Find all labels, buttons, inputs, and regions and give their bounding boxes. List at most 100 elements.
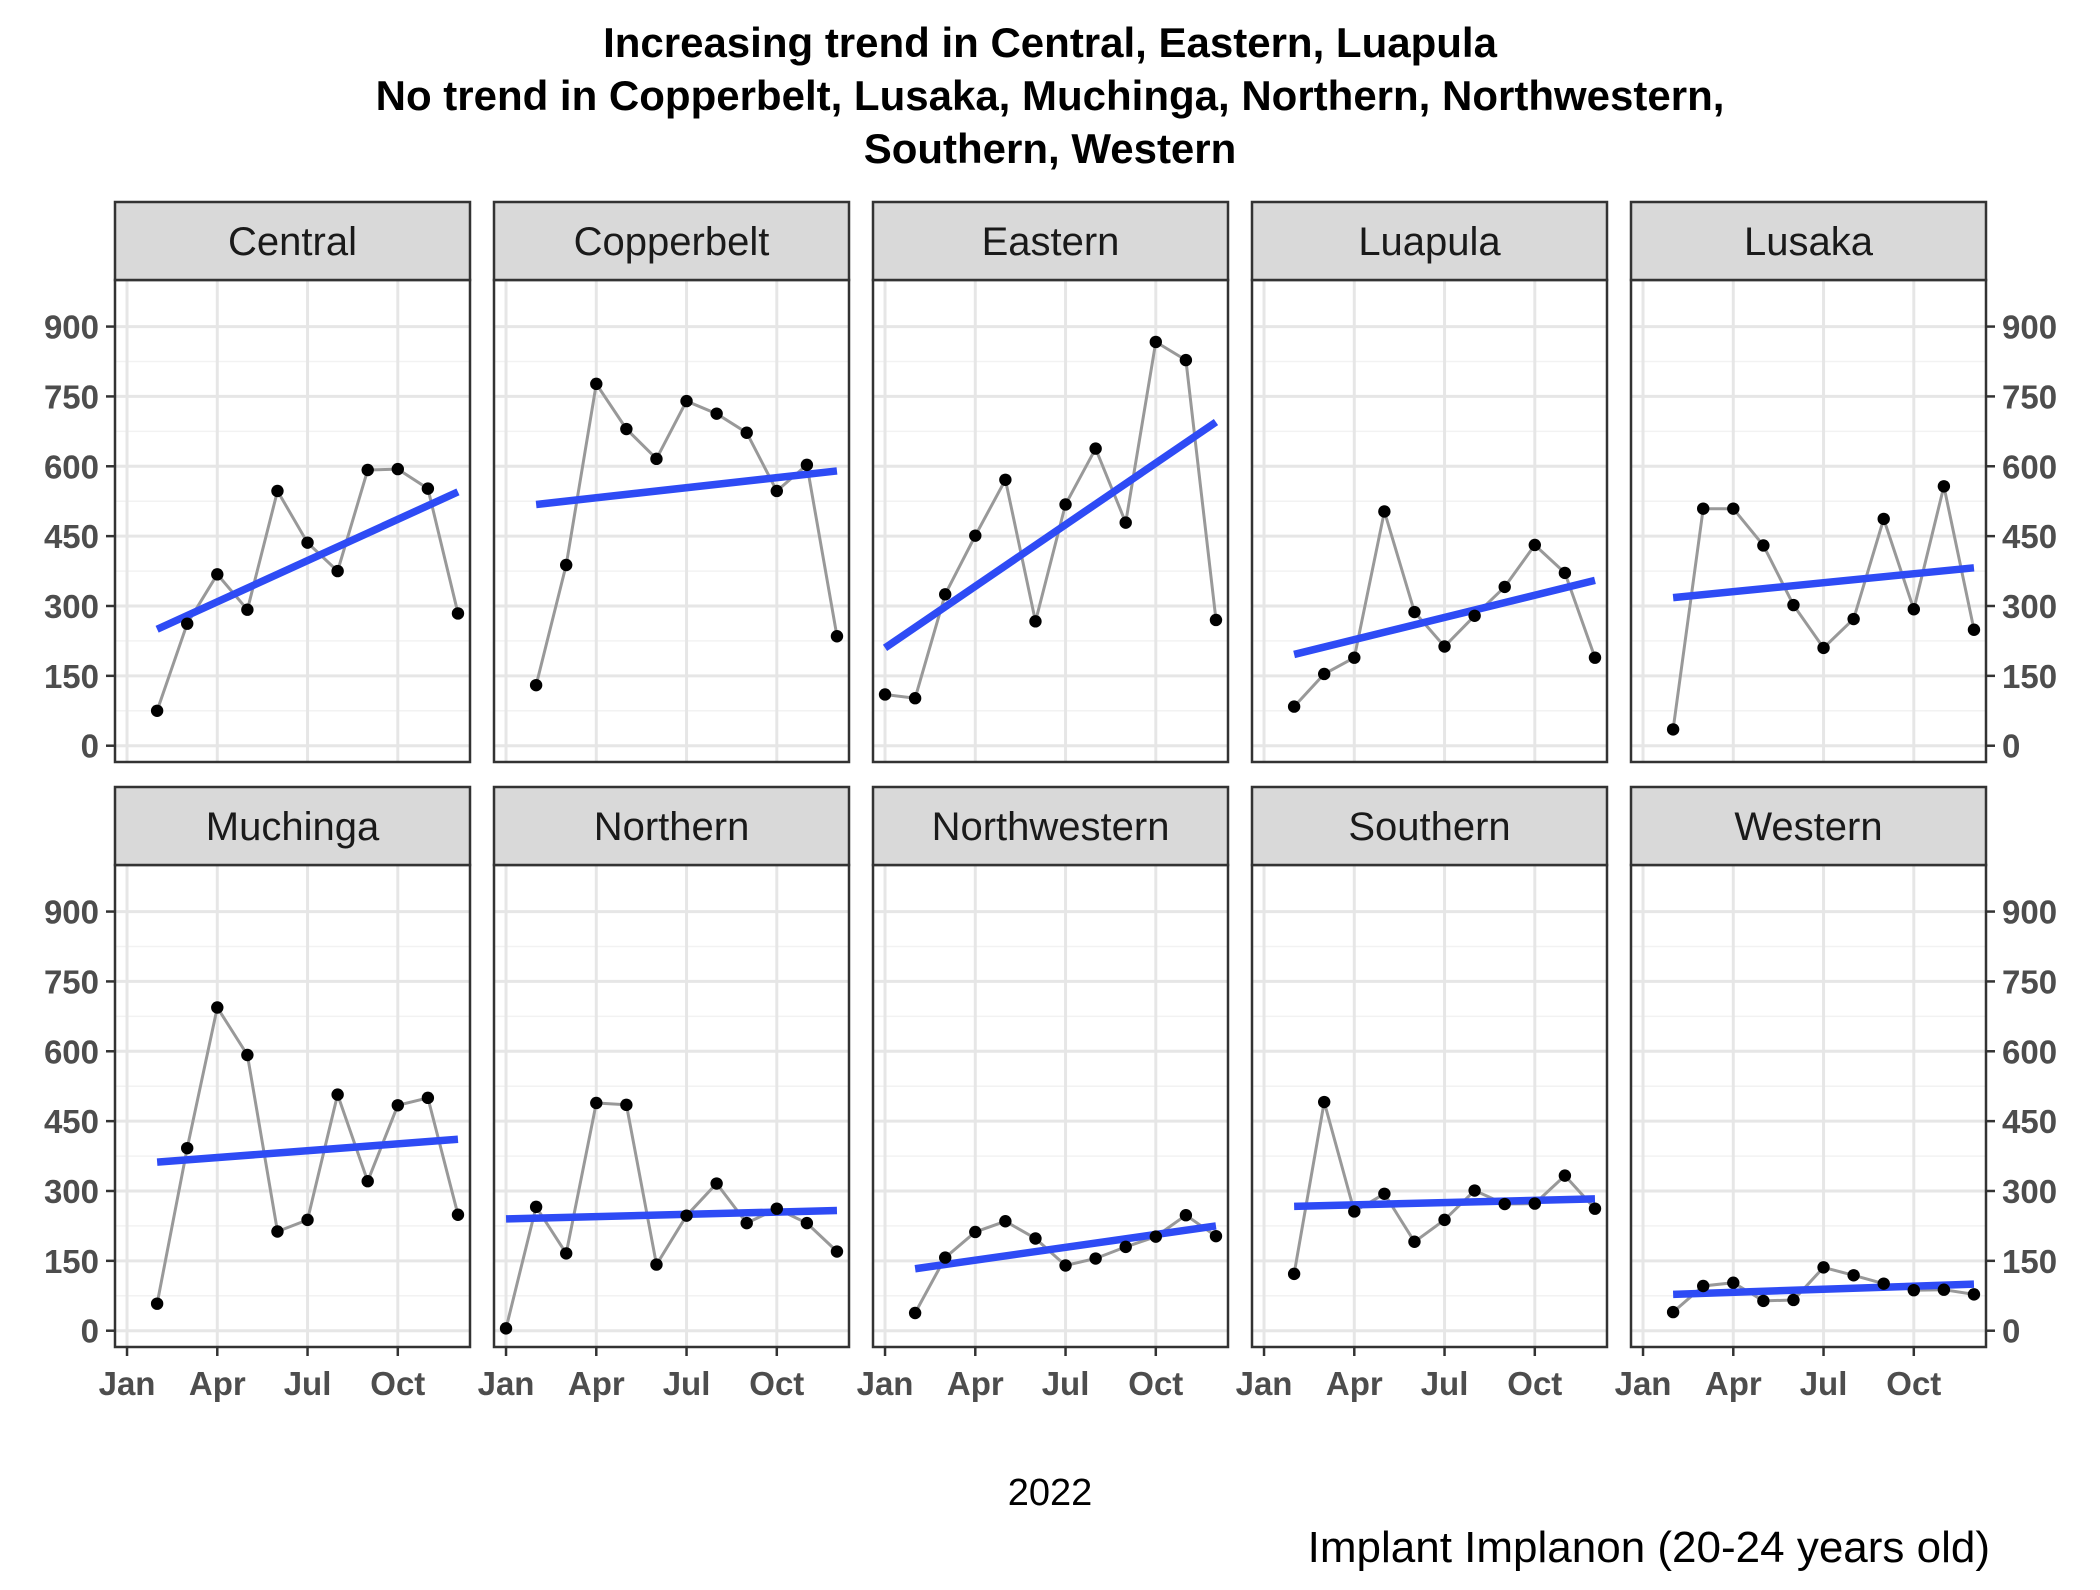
y-tick-label: 600 xyxy=(2002,1033,2057,1070)
data-point xyxy=(271,1225,284,1238)
data-point xyxy=(1438,1213,1451,1227)
data-point xyxy=(1029,615,1042,628)
x-tick-label: Jan xyxy=(478,1365,535,1402)
data-point xyxy=(181,1141,194,1155)
strip-background xyxy=(871,785,1230,867)
y-tick-label: 750 xyxy=(2002,963,2057,1000)
data-point xyxy=(680,394,693,408)
data-point xyxy=(499,1322,513,1335)
data-point xyxy=(241,603,254,616)
facet-panels: Central 0 150 300 450 600 750 900 Copperbelt East… xyxy=(44,200,2057,1402)
panel-background xyxy=(1631,865,1986,1347)
data-point xyxy=(620,1098,633,1112)
data-point xyxy=(150,704,164,717)
panel-background xyxy=(494,865,849,1347)
data-point xyxy=(878,688,892,701)
chart-caption: Implant Implanon (20-24 years old) xyxy=(1308,1523,1990,1572)
chart-title-line-3: Southern, Western xyxy=(864,125,1237,172)
panel-western: Western 0 150 300 450 600 750 900 Jan Apr Jul Oct xyxy=(1615,785,2057,1402)
data-point xyxy=(1089,1252,1102,1265)
data-point xyxy=(1558,1169,1572,1182)
x-tick-label: Jan xyxy=(1615,1365,1672,1402)
data-point xyxy=(680,1209,693,1222)
y-tick-label: 600 xyxy=(44,1033,99,1070)
data-point xyxy=(1937,1283,1951,1296)
panel-background xyxy=(494,280,849,762)
x-tick-label: Apr xyxy=(568,1365,625,1402)
data-point xyxy=(969,1225,982,1239)
y-tick-label: 0 xyxy=(2002,728,2020,765)
y-tick-label: 900 xyxy=(44,309,99,346)
data-point xyxy=(1468,609,1481,622)
data-point xyxy=(1528,1197,1541,1210)
y-tick-label: 750 xyxy=(44,963,99,1000)
x-tick-label: Apr xyxy=(1705,1365,1762,1402)
y-tick-label: 0 xyxy=(81,728,99,765)
data-point xyxy=(1967,623,1981,636)
strip-label-western: Western xyxy=(1734,805,1882,849)
strip-label-northern: Northern xyxy=(594,805,750,849)
data-point xyxy=(1588,1202,1602,1215)
panel-southern: Southern Jan Apr Jul Oct xyxy=(1236,785,1609,1402)
data-point xyxy=(211,568,224,581)
strip-background xyxy=(492,200,851,282)
data-point xyxy=(1438,640,1451,653)
strip-label-luapula: Luapula xyxy=(1358,220,1501,264)
y-tick-label: 900 xyxy=(2002,894,2057,931)
panel-background xyxy=(115,280,470,762)
data-point xyxy=(150,1297,164,1310)
x-tick-label: Jul xyxy=(663,1365,711,1402)
trend-line-copperbelt xyxy=(535,467,838,509)
data-point xyxy=(1937,480,1951,493)
data-point xyxy=(1059,1259,1072,1272)
data-point xyxy=(1408,605,1421,619)
data-point xyxy=(800,458,814,472)
x-tick-label: Jul xyxy=(284,1365,332,1402)
y-tick-label: 150 xyxy=(2002,1243,2057,1280)
data-point xyxy=(1697,1279,1710,1293)
trend-line-western xyxy=(1672,1280,1975,1299)
data-point xyxy=(908,691,922,705)
data-point xyxy=(1817,641,1830,655)
data-point xyxy=(1528,538,1541,552)
y-tick-label: 150 xyxy=(44,658,99,695)
data-point xyxy=(560,1247,573,1260)
trend-line-lusaka xyxy=(1672,564,1975,602)
panel-northern: Northern Jan Apr Jul Oct xyxy=(478,785,851,1402)
x-tick-label: Jan xyxy=(857,1365,914,1402)
y-tick-label: 450 xyxy=(44,1103,99,1140)
data-point xyxy=(1877,512,1890,526)
panel-copperbelt: Copperbelt xyxy=(492,200,851,764)
strip-background xyxy=(871,200,1230,282)
y-tick-label: 150 xyxy=(2002,658,2057,695)
strip-background xyxy=(492,785,851,867)
x-tick-label: Oct xyxy=(749,1365,804,1402)
data-point xyxy=(1348,651,1361,664)
y-tick-label: 300 xyxy=(2002,588,2057,625)
data-point xyxy=(421,1091,435,1105)
panel-luapula: Luapula xyxy=(1250,200,1609,764)
x-tick-label: Jul xyxy=(1800,1365,1848,1402)
data-point xyxy=(740,426,753,439)
panel-background xyxy=(873,865,1228,1347)
y-tick-label: 900 xyxy=(2002,309,2057,346)
data-point xyxy=(1666,1305,1680,1319)
data-point xyxy=(331,564,344,578)
data-point xyxy=(770,1202,783,1215)
strip-label-lusaka: Lusaka xyxy=(1744,220,1874,264)
y-tick-label: 600 xyxy=(44,448,99,485)
data-point xyxy=(1209,1229,1223,1243)
data-point xyxy=(1757,539,1770,552)
strip-label-northwestern: Northwestern xyxy=(932,805,1170,849)
data-point xyxy=(1727,1276,1740,1289)
data-point xyxy=(301,536,314,549)
y-tick-label: 750 xyxy=(2002,378,2057,415)
data-point xyxy=(560,558,573,572)
x-tick-label: Apr xyxy=(947,1365,1004,1402)
data-point xyxy=(999,473,1012,486)
data-point xyxy=(1029,1232,1042,1245)
x-tick-label: Apr xyxy=(189,1365,246,1402)
x-tick-label: Jul xyxy=(1042,1365,1090,1402)
panel-background xyxy=(1631,280,1986,762)
